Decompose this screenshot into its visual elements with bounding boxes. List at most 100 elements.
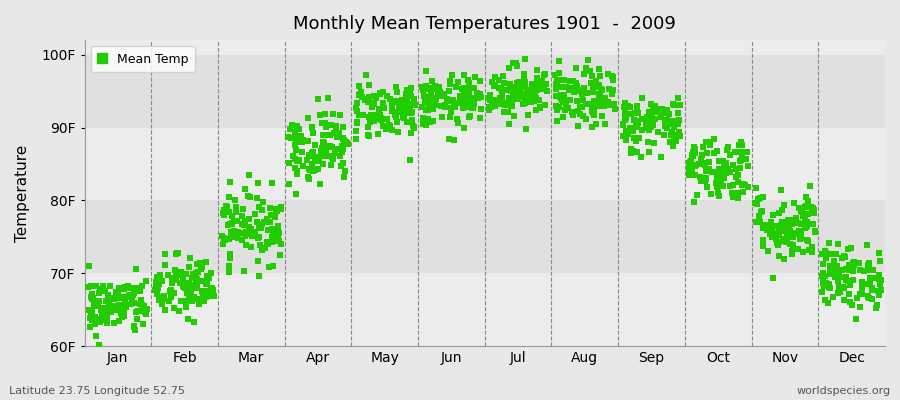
Point	[629, 102, 643, 109]
Point	[443, 78, 457, 85]
Point	[792, 205, 806, 212]
Point	[618, 117, 633, 123]
Point	[855, 279, 869, 285]
Point	[358, 96, 373, 102]
Point	[366, 92, 381, 99]
Point	[805, 244, 819, 250]
Point	[624, 150, 638, 157]
Point	[266, 229, 281, 236]
Point	[320, 95, 335, 101]
Point	[850, 294, 865, 301]
Point	[628, 110, 643, 116]
Point	[182, 294, 196, 300]
Point	[176, 277, 190, 283]
Point	[832, 283, 847, 290]
Point	[296, 137, 310, 143]
Point	[598, 98, 612, 104]
Point	[548, 103, 562, 109]
Point	[123, 301, 138, 307]
Point	[774, 207, 788, 213]
Point	[807, 228, 822, 234]
Point	[116, 301, 130, 308]
Point	[514, 84, 528, 90]
Point	[187, 271, 202, 277]
Point	[658, 123, 672, 130]
Point	[86, 303, 101, 309]
Point	[554, 92, 569, 98]
Point	[400, 118, 414, 125]
Point	[306, 130, 320, 136]
Point	[407, 96, 421, 102]
Point	[626, 147, 640, 154]
Point	[229, 209, 243, 215]
Point	[494, 100, 508, 107]
Point	[118, 284, 132, 290]
Point	[364, 112, 378, 118]
Point	[122, 292, 136, 298]
Point	[327, 130, 341, 136]
Point	[236, 206, 250, 212]
Point	[427, 102, 441, 109]
Point	[124, 285, 139, 292]
Point	[735, 189, 750, 195]
Point	[700, 184, 715, 190]
Point	[255, 246, 269, 253]
Point	[301, 174, 315, 180]
Point	[712, 175, 726, 181]
Point	[860, 242, 874, 248]
Point	[407, 100, 421, 106]
Point	[152, 274, 166, 281]
Point	[585, 124, 599, 130]
Point	[861, 295, 876, 302]
Point	[222, 255, 237, 261]
Point	[738, 182, 752, 188]
Point	[92, 290, 106, 296]
Point	[119, 284, 133, 291]
Point	[506, 60, 520, 66]
Point	[669, 138, 683, 144]
Point	[625, 128, 639, 134]
Point	[860, 264, 875, 270]
Point	[416, 115, 430, 121]
Point	[374, 115, 388, 121]
Point	[176, 283, 190, 290]
Point	[181, 285, 195, 291]
Point	[178, 298, 193, 304]
Point	[631, 120, 645, 126]
Point	[418, 86, 432, 92]
Point	[169, 272, 184, 278]
Point	[717, 163, 732, 170]
Point	[432, 84, 446, 90]
Point	[487, 82, 501, 89]
Point	[398, 102, 412, 108]
Point	[522, 88, 536, 94]
Point	[424, 85, 438, 92]
Point	[731, 172, 745, 178]
Point	[466, 94, 481, 101]
Point	[712, 192, 726, 199]
Point	[828, 274, 842, 280]
Point	[750, 201, 764, 207]
Point	[580, 89, 594, 96]
Point	[302, 152, 316, 158]
Point	[739, 156, 753, 163]
Point	[774, 187, 788, 193]
Point	[598, 121, 613, 127]
Point	[310, 154, 325, 160]
Point	[829, 251, 843, 258]
Point	[491, 85, 506, 91]
Point	[442, 136, 456, 143]
Point	[846, 268, 860, 274]
Point	[733, 142, 747, 148]
Point	[801, 238, 815, 244]
Point	[651, 108, 665, 115]
Point	[798, 203, 813, 210]
Point	[838, 274, 852, 280]
Point	[806, 221, 820, 228]
Point	[642, 126, 656, 133]
Point	[385, 100, 400, 107]
Point	[244, 227, 258, 234]
Point	[483, 104, 498, 110]
Point	[265, 226, 279, 232]
Point	[800, 219, 814, 226]
